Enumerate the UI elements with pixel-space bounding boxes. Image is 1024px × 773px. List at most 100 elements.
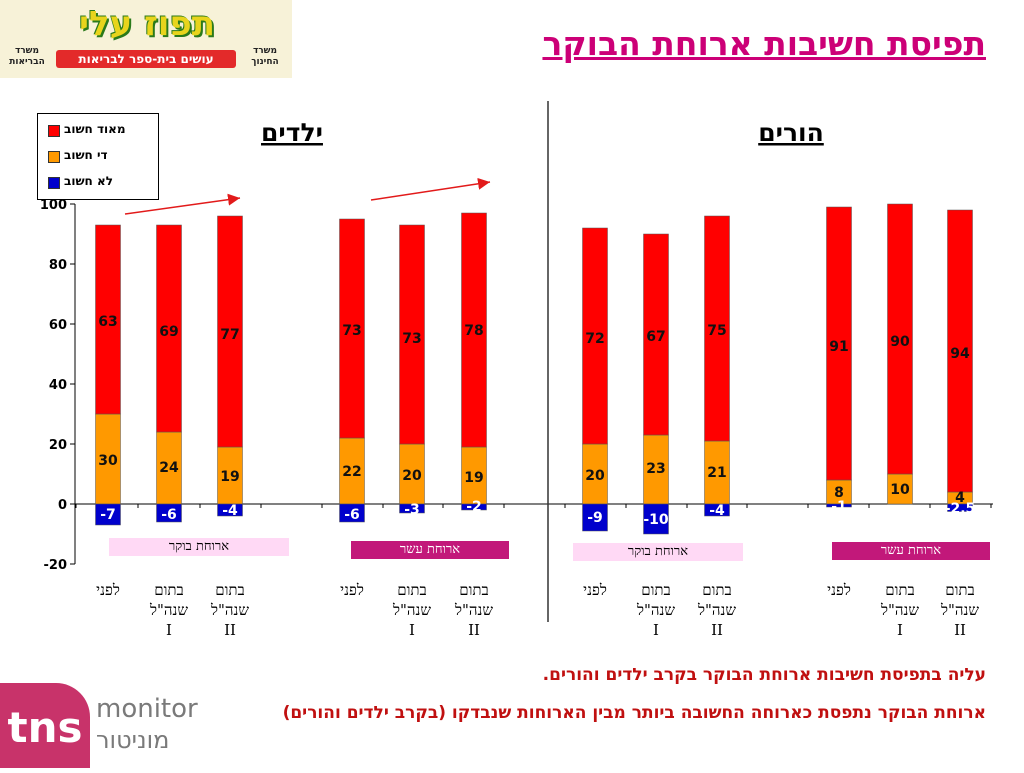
group-label-snack-children: ארוחת עשר [351, 541, 509, 559]
group-label-snack-parents: ארוחת עשר [832, 542, 990, 560]
bar-quite-important [399, 443, 425, 505]
data-label-very-important: 73 [402, 331, 421, 347]
bar-very-important [399, 224, 425, 445]
bar-very-important [582, 227, 608, 445]
data-label-quite-important: 21 [707, 465, 726, 481]
group-label-breakfast-parents: ארוחת בוקר [573, 543, 743, 561]
category-label: בתום שנה"ל II [210, 581, 250, 639]
ministry-education-label: משרד החינוך [251, 46, 279, 67]
y-tick-label: 0 [58, 498, 67, 513]
data-label-very-important: 72 [585, 331, 604, 347]
bar-very-important [887, 203, 913, 475]
category-label: בתום שנה"ל I [880, 581, 920, 639]
category-label: בתום שנה"ל II [454, 581, 494, 639]
category-label: בתום שנה"ל I [636, 581, 676, 639]
tns-monitor-label: monitor [96, 694, 198, 724]
trend-arrow-breakfast [124, 193, 241, 215]
y-tick-label: 100 [40, 198, 67, 213]
data-label-not-important: -1 [831, 499, 847, 515]
trend-arrow-snack [370, 177, 491, 201]
y-tick-label: 40 [49, 378, 67, 393]
data-label-not-important: -3 [404, 502, 420, 518]
summary-line-1: עליה בתפיסת חשיבות ארוחת הבוקר בקרב ילדי… [542, 665, 986, 685]
data-label-quite-important: 19 [464, 470, 483, 486]
bar-very-important [339, 218, 365, 439]
bar-quite-important [826, 479, 852, 505]
data-label-not-important: -2 [466, 499, 482, 515]
legend-item-very-important: מאוד חשוב [48, 122, 156, 138]
bar-very-important [217, 215, 243, 448]
y-tick-label: 20 [49, 438, 67, 453]
data-label-very-important: 63 [98, 314, 117, 330]
data-label-very-important: 91 [829, 339, 848, 355]
ministry-health-label: משרד הבריאות [9, 46, 45, 67]
y-tick-label: 80 [49, 258, 67, 273]
data-label-quite-important: 23 [646, 461, 665, 477]
data-label-not-important: -6 [344, 507, 360, 523]
tns-logo: tns [0, 683, 90, 768]
legend-swatch-blue [48, 177, 60, 189]
bar-quite-important [156, 431, 182, 505]
bar-very-important [947, 209, 973, 493]
data-label-not-important: -4 [222, 503, 238, 519]
legend-label: מאוד חשוב [64, 122, 126, 136]
data-label-quite-important: 22 [342, 464, 361, 480]
legend-item-not-important: לא חשוב [48, 174, 156, 190]
panel-title-parents: הורים [758, 118, 824, 147]
summary-line-2: ארוחת הבוקר נתפסת כארוחה החשובה ביותר מב… [282, 703, 986, 723]
decorations: ילדים הורים [124, 101, 824, 622]
bars [95, 203, 973, 535]
bar-very-important [826, 206, 852, 481]
bar-very-important [704, 215, 730, 442]
bar-not-important [339, 503, 365, 523]
bar-quite-important [887, 473, 913, 505]
data-label-quite-important: 20 [585, 468, 605, 484]
data-labels: 63 30 -7 69 24 -6 77 19 -4 73 22 -6 73 20 -3 78 19 -2 72 20… [98, 314, 975, 528]
category-label: בתום שנה"ל II [940, 581, 980, 639]
bar-not-important [399, 503, 425, 514]
bar-not-important [704, 503, 730, 517]
panel-title-children: ילדים [261, 118, 323, 147]
bar-not-important [582, 503, 608, 532]
y-tick-label: -20 [44, 558, 68, 573]
bar-not-important [461, 503, 487, 511]
summary-text: עליה בתפיסת חשיבות ארוחת הבוקר בקרב ילדי… [206, 660, 986, 736]
page-title: תפיסת חשיבות ארוחת הבוקר [542, 24, 986, 63]
data-label-quite-important: 10 [890, 482, 910, 498]
data-label-not-important: -6 [161, 507, 177, 523]
category-label: בתום שנה"ל I [392, 581, 432, 639]
legend-label: לא חשוב [64, 174, 113, 188]
tns-monitor-hebrew-label: מוניטור [96, 726, 170, 754]
group-label-breakfast-children: ארוחת בוקר [109, 538, 289, 556]
bar-quite-important [582, 443, 608, 505]
category-label: בתום שנה"ל II [697, 581, 737, 639]
data-label-not-important: -7 [100, 507, 116, 523]
bar-very-important [643, 233, 669, 436]
legend-swatch-red [48, 125, 60, 137]
stacked-bar-chart: -20 0 20 40 60 80 100 63 30 -7 69 24 -6 77 19 -4 73 22 -6… [40, 101, 993, 622]
data-label-quite-important: 19 [220, 469, 239, 485]
category-label: לפני [583, 581, 607, 599]
logo-title: תפוז עלי [79, 4, 215, 44]
legend-label: די חשוב [64, 148, 108, 162]
data-label-very-important: 94 [950, 346, 970, 362]
bar-not-important [217, 503, 243, 517]
logo-banner: עושים בית-ספר לבריאות [56, 50, 236, 68]
bar-very-important [95, 224, 121, 415]
bar-very-important [156, 224, 182, 433]
data-label-very-important: 69 [159, 324, 178, 340]
data-label-not-important: -9 [587, 510, 603, 526]
tapuz-ali-logo: תפוז עלי עושים בית-ספר לבריאות משרד הברי… [0, 0, 292, 78]
bar-quite-important [95, 413, 121, 505]
data-label-very-important: 73 [342, 323, 361, 339]
bar-not-important [947, 503, 973, 512]
category-label: לפני [340, 581, 364, 599]
legend-swatch-orange [48, 151, 60, 163]
data-label-quite-important: 30 [98, 453, 118, 469]
bar-not-important [643, 503, 669, 535]
data-label-quite-important: 24 [159, 460, 179, 476]
data-label-very-important: 90 [890, 334, 910, 350]
bar-quite-important [461, 446, 487, 505]
data-label-very-important: 67 [646, 329, 665, 345]
bar-not-important [826, 503, 852, 508]
